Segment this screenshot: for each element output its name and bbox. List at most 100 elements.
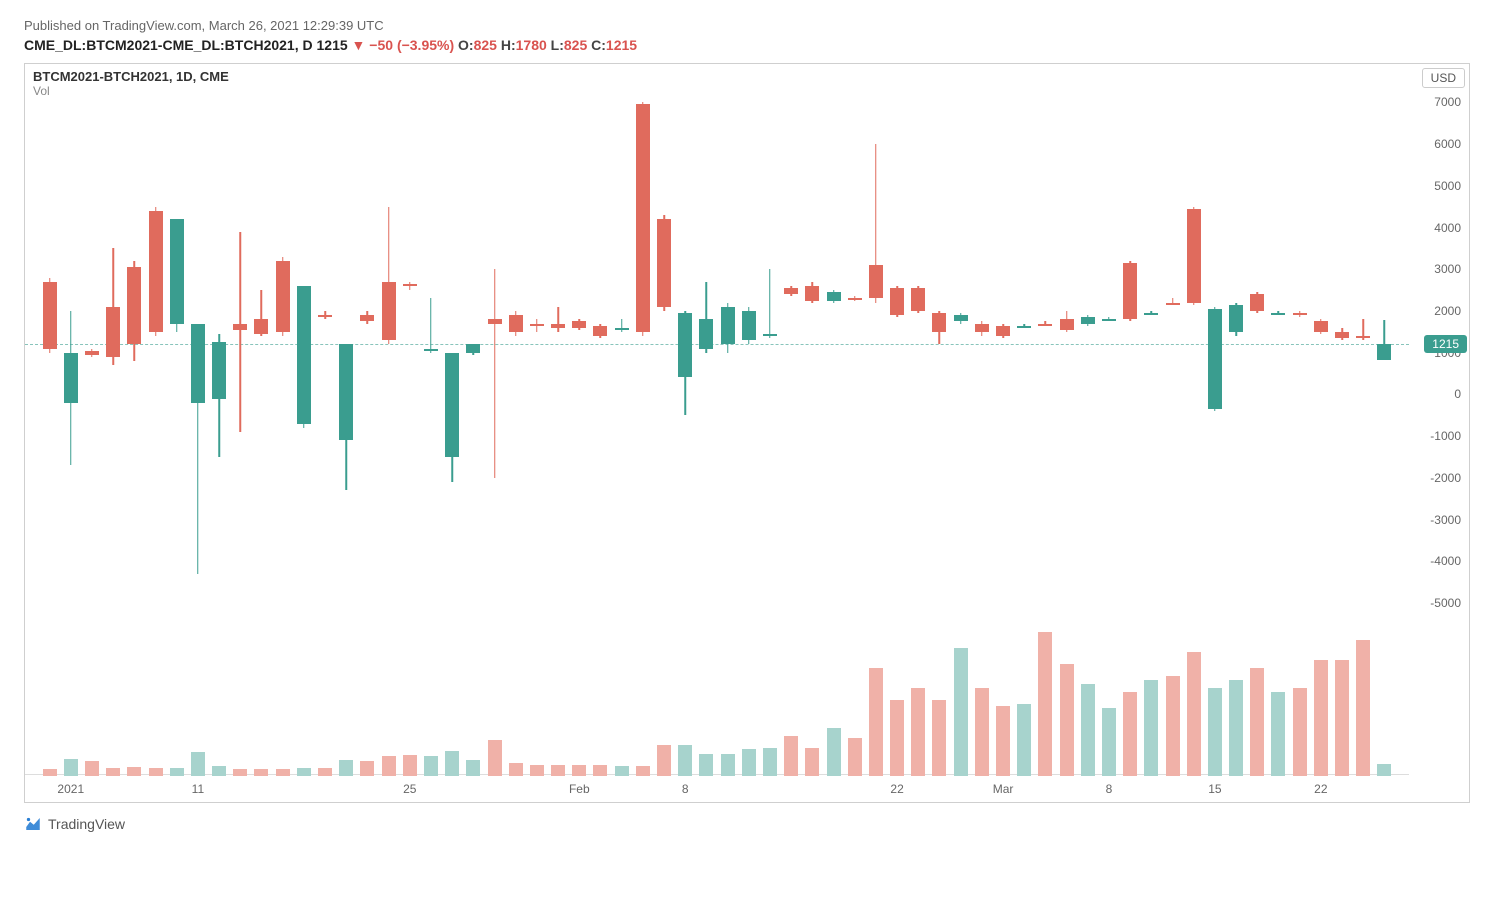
candle[interactable] bbox=[127, 64, 141, 776]
volume-bar[interactable] bbox=[1102, 708, 1116, 776]
volume-bar[interactable] bbox=[339, 760, 353, 776]
volume-bar[interactable] bbox=[127, 767, 141, 776]
candle[interactable] bbox=[996, 64, 1010, 776]
volume-bar[interactable] bbox=[149, 768, 163, 776]
volume-bar[interactable] bbox=[1038, 632, 1052, 776]
volume-bar[interactable] bbox=[1060, 664, 1074, 776]
volume-bar[interactable] bbox=[1187, 652, 1201, 776]
volume-bar[interactable] bbox=[742, 749, 756, 776]
volume-bar[interactable] bbox=[572, 765, 586, 776]
candle[interactable] bbox=[1271, 64, 1285, 776]
volume-bar[interactable] bbox=[615, 766, 629, 776]
volume-bar[interactable] bbox=[318, 768, 332, 776]
volume-bar[interactable] bbox=[191, 752, 205, 776]
volume-bar[interactable] bbox=[551, 765, 565, 776]
volume-bar[interactable] bbox=[932, 700, 946, 776]
candle[interactable] bbox=[911, 64, 925, 776]
candle[interactable] bbox=[721, 64, 735, 776]
volume-bar[interactable] bbox=[297, 768, 311, 776]
candle[interactable] bbox=[932, 64, 946, 776]
volume-bar[interactable] bbox=[1293, 688, 1307, 776]
volume-bar[interactable] bbox=[1356, 640, 1370, 776]
volume-bar[interactable] bbox=[382, 756, 396, 776]
volume-bar[interactable] bbox=[827, 728, 841, 776]
candle[interactable] bbox=[657, 64, 671, 776]
volume-bar[interactable] bbox=[678, 745, 692, 776]
candle[interactable] bbox=[64, 64, 78, 776]
candle[interactable] bbox=[318, 64, 332, 776]
candle[interactable] bbox=[827, 64, 841, 776]
volume-bar[interactable] bbox=[445, 751, 459, 776]
candle[interactable] bbox=[339, 64, 353, 776]
candle[interactable] bbox=[382, 64, 396, 776]
volume-bar[interactable] bbox=[636, 766, 650, 776]
candle[interactable] bbox=[636, 64, 650, 776]
volume-bar[interactable] bbox=[170, 768, 184, 776]
candle[interactable] bbox=[509, 64, 523, 776]
volume-bar[interactable] bbox=[85, 761, 99, 776]
candle[interactable] bbox=[763, 64, 777, 776]
candle[interactable] bbox=[890, 64, 904, 776]
volume-bar[interactable] bbox=[509, 763, 523, 776]
currency-badge[interactable]: USD bbox=[1422, 68, 1465, 88]
candle[interactable] bbox=[1102, 64, 1116, 776]
candle[interactable] bbox=[233, 64, 247, 776]
volume-bar[interactable] bbox=[890, 700, 904, 776]
candle[interactable] bbox=[488, 64, 502, 776]
volume-bar[interactable] bbox=[424, 756, 438, 776]
candle[interactable] bbox=[1377, 64, 1391, 776]
volume-bar[interactable] bbox=[869, 668, 883, 776]
volume-bar[interactable] bbox=[1229, 680, 1243, 776]
candle[interactable] bbox=[805, 64, 819, 776]
volume-bar[interactable] bbox=[1144, 680, 1158, 776]
volume-bar[interactable] bbox=[360, 761, 374, 776]
candle[interactable] bbox=[593, 64, 607, 776]
candle[interactable] bbox=[1208, 64, 1222, 776]
candle[interactable] bbox=[466, 64, 480, 776]
volume-bar[interactable] bbox=[254, 769, 268, 776]
candle[interactable] bbox=[43, 64, 57, 776]
volume-bar[interactable] bbox=[43, 769, 57, 776]
volume-bar[interactable] bbox=[1377, 764, 1391, 776]
candle[interactable] bbox=[212, 64, 226, 776]
candle[interactable] bbox=[530, 64, 544, 776]
candle[interactable] bbox=[149, 64, 163, 776]
candle[interactable] bbox=[254, 64, 268, 776]
volume-bar[interactable] bbox=[1017, 704, 1031, 776]
candle[interactable] bbox=[1123, 64, 1137, 776]
candle[interactable] bbox=[1144, 64, 1158, 776]
candle[interactable] bbox=[975, 64, 989, 776]
volume-bar[interactable] bbox=[996, 706, 1010, 776]
candle[interactable] bbox=[572, 64, 586, 776]
volume-bar[interactable] bbox=[466, 760, 480, 776]
candle[interactable] bbox=[1293, 64, 1307, 776]
volume-bar[interactable] bbox=[1314, 660, 1328, 776]
volume-bar[interactable] bbox=[106, 768, 120, 776]
volume-bar[interactable] bbox=[1250, 668, 1264, 776]
volume-bar[interactable] bbox=[721, 754, 735, 776]
volume-bar[interactable] bbox=[403, 755, 417, 776]
volume-bar[interactable] bbox=[657, 745, 671, 776]
volume-bar[interactable] bbox=[1123, 692, 1137, 776]
candle[interactable] bbox=[106, 64, 120, 776]
candle[interactable] bbox=[678, 64, 692, 776]
candle[interactable] bbox=[1081, 64, 1095, 776]
candle[interactable] bbox=[1017, 64, 1031, 776]
chart-frame[interactable]: BTCM2021-BTCH2021, 1D, CME Vol USD 70006… bbox=[24, 63, 1470, 803]
candle[interactable] bbox=[1166, 64, 1180, 776]
plot-area[interactable] bbox=[25, 64, 1409, 774]
candle[interactable] bbox=[191, 64, 205, 776]
candle[interactable] bbox=[551, 64, 565, 776]
volume-bar[interactable] bbox=[784, 736, 798, 776]
volume-bar[interactable] bbox=[954, 648, 968, 776]
volume-bar[interactable] bbox=[1208, 688, 1222, 776]
candle[interactable] bbox=[85, 64, 99, 776]
candle[interactable] bbox=[445, 64, 459, 776]
candle[interactable] bbox=[170, 64, 184, 776]
candle[interactable] bbox=[297, 64, 311, 776]
volume-bar[interactable] bbox=[975, 688, 989, 776]
volume-bar[interactable] bbox=[1081, 684, 1095, 776]
volume-bar[interactable] bbox=[699, 754, 713, 776]
candle[interactable] bbox=[360, 64, 374, 776]
candle[interactable] bbox=[784, 64, 798, 776]
